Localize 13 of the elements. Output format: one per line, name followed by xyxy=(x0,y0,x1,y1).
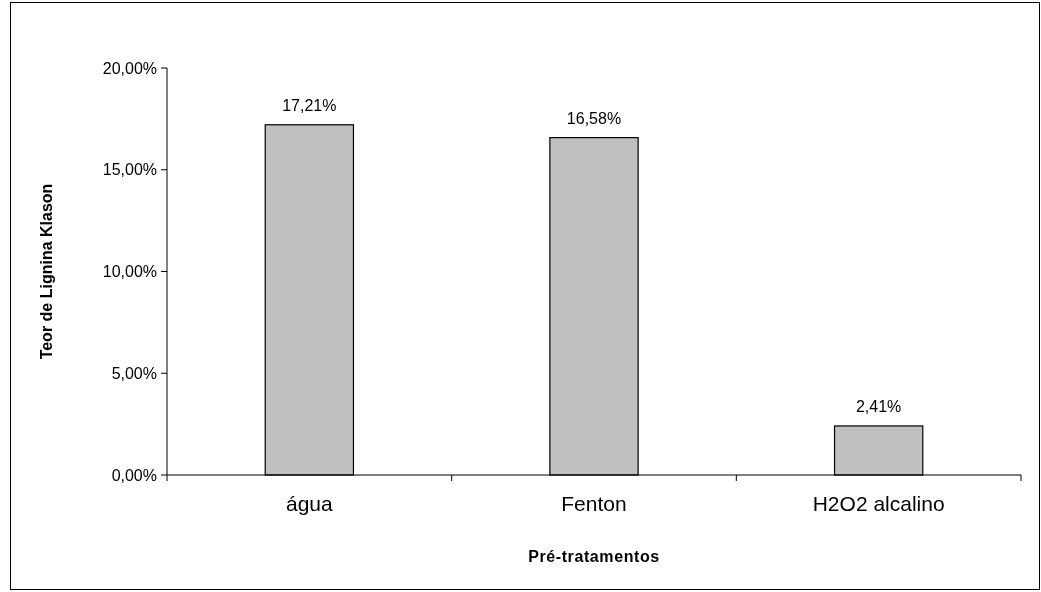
y-tick-label: 15,00% xyxy=(102,161,157,179)
x-tick-label: Fenton xyxy=(561,492,627,515)
x-axis-title: Pré-tratamentos xyxy=(528,548,660,565)
y-axis-title: Teor de Lignina Klason xyxy=(38,183,55,360)
data-label: 2,41% xyxy=(855,397,902,415)
y-tick-label: 10,00% xyxy=(102,263,157,281)
data-label: 16,58% xyxy=(566,109,622,127)
data-label: 17,21% xyxy=(282,96,337,114)
x-tick-label: H2O2 alcalino xyxy=(812,492,945,515)
x-tick-label: água xyxy=(285,492,334,515)
y-tick-label: 0,00% xyxy=(111,466,157,484)
y-tick-label: 20,00% xyxy=(102,59,157,77)
y-tick-label: 5,00% xyxy=(111,364,157,382)
